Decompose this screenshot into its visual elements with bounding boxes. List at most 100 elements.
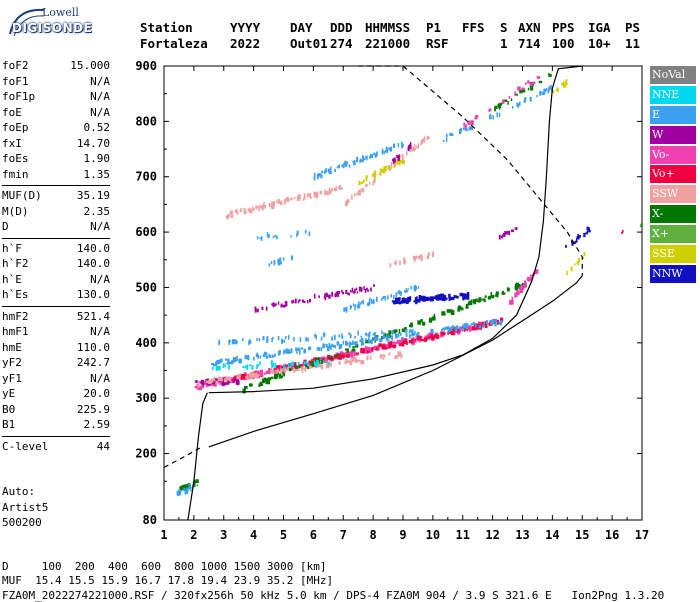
legend-item: W [650, 125, 696, 144]
echo-point [511, 105, 514, 109]
echo-point [324, 296, 327, 301]
echo-point [293, 196, 296, 200]
echo-point [515, 286, 519, 289]
echo-point [429, 317, 434, 321]
echo-point [322, 343, 325, 349]
echo-point [342, 352, 346, 355]
param-row: hmF1 N/A [2, 324, 110, 340]
echo-point [233, 339, 236, 345]
param-value: 44 [96, 439, 110, 453]
echo-point [263, 372, 266, 376]
echo-point [484, 295, 487, 298]
legend-item: SSW [650, 185, 696, 204]
echo-point [346, 308, 348, 312]
echo-point [365, 184, 368, 188]
echo-point [236, 355, 238, 361]
echo-point [393, 329, 398, 333]
echo-point [439, 331, 442, 336]
param-value: 0.52 [83, 121, 111, 134]
echo-point [286, 349, 291, 354]
echo-point [366, 155, 368, 161]
param-name: h`F2 [2, 257, 29, 270]
echo-point [328, 189, 331, 195]
echo-point [346, 354, 349, 358]
echo-point [328, 294, 330, 299]
echo-point [212, 378, 216, 381]
echo-point [353, 356, 357, 361]
echo-point [344, 348, 349, 351]
echo-point [277, 372, 279, 375]
param-name: hmF2 [2, 309, 29, 323]
echo-point [495, 294, 498, 297]
echo-point [315, 334, 317, 340]
logo-swoosh-icon [9, 8, 45, 37]
echo-point [349, 290, 352, 293]
echo-point [230, 214, 234, 218]
echo-point [583, 251, 586, 257]
echo-point [293, 369, 298, 372]
echo-point [401, 143, 403, 149]
echo-point [184, 486, 188, 491]
echo-point [300, 347, 304, 350]
x-tick-label: 17 [635, 528, 649, 542]
echo-point [306, 364, 309, 369]
echo-point [405, 288, 408, 293]
echo-point [393, 261, 396, 265]
trace-dashed_model_right [358, 65, 583, 276]
param-row: hmF2 521.4 [2, 309, 110, 325]
echo-point [399, 332, 402, 336]
echo-point [514, 283, 518, 289]
echo-point [382, 295, 385, 300]
echo-point [274, 363, 277, 368]
echo-point [360, 159, 363, 163]
echo-point [305, 337, 308, 342]
echo-point [248, 340, 250, 346]
echo-point [242, 338, 244, 342]
echo-point [442, 139, 445, 142]
echo-point [443, 332, 446, 335]
echo-point [365, 287, 368, 291]
echo-point [455, 325, 459, 330]
echo-point [527, 276, 530, 281]
echo-point [472, 322, 476, 326]
echo-point [279, 257, 282, 262]
echo-point [369, 297, 371, 303]
echo-point [201, 385, 205, 389]
echo-point [325, 343, 328, 348]
echo-point [375, 336, 378, 341]
echo-point [299, 364, 303, 368]
echo-point [362, 299, 365, 305]
echo-point [478, 297, 482, 302]
param-row: MUF(D) 35.19 [2, 188, 110, 204]
footer-file-info: FZA0M_2022274221000.RSF / 320fx256h 50 k… [2, 589, 665, 602]
echo-point [343, 163, 345, 169]
echo-point [242, 388, 246, 394]
echo-point [411, 338, 414, 344]
echo-point [256, 338, 258, 341]
echo-point [261, 206, 264, 211]
echo-point [394, 333, 398, 339]
echo-point [565, 244, 567, 248]
param-row: foE N/A [2, 105, 110, 121]
echo-point [414, 330, 416, 335]
echo-point [369, 153, 372, 158]
echo-point [186, 489, 189, 495]
param-value: N/A [90, 105, 110, 119]
echo-point [375, 151, 378, 157]
echo-point [409, 334, 411, 339]
echo-point [409, 148, 412, 151]
echo-point [566, 270, 568, 276]
echo-point [380, 338, 383, 342]
echo-point [465, 327, 468, 330]
echo-point [241, 373, 243, 379]
echo-point [527, 80, 530, 84]
param-row: foF2 15.000 [2, 58, 110, 74]
echo-point [471, 326, 476, 331]
echo-point [277, 258, 280, 262]
echo-point [367, 289, 370, 292]
echo-point [577, 258, 580, 263]
echo-point [299, 337, 302, 343]
echo-point [478, 325, 482, 329]
echo-point [373, 337, 376, 340]
